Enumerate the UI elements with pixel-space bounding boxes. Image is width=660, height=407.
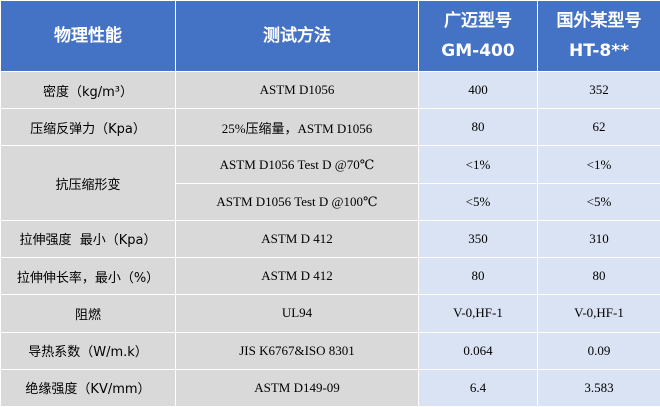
ht-cell: 0.09	[537, 331, 660, 370]
header-cell: 国外某型号 HT-8**	[537, 0, 660, 72]
property-cell: 导热系数（W/m.k）	[0, 331, 176, 370]
table-row: 拉伸伸长率，最小（%） ASTM D 412 80 80	[0, 257, 660, 296]
property-cell: 拉伸强度 最小（Kpa）	[0, 219, 176, 259]
header-cell: 物理性能	[0, 0, 176, 72]
gm-cell: V-0,HF-1	[418, 294, 538, 333]
property-cell: 密度（kg/m³）	[0, 70, 176, 110]
property-cell: 阻燃	[0, 294, 176, 333]
method-cell: ASTM D 412	[175, 219, 419, 259]
ht-cell: V-0,HF-1	[537, 294, 660, 333]
ht-cell: <5%	[537, 182, 660, 221]
gm-cell: 80	[418, 108, 538, 147]
table-row: 密度（kg/m³） ASTM D1056 400 352	[0, 70, 660, 110]
header-line: 国外某型号	[556, 11, 642, 31]
gm-cell: 350	[418, 219, 538, 259]
header-row: 物理性能 测试方法 广迈型号 GM-400 国外某型号 HT-8**	[0, 0, 660, 72]
property-cell: 抗压缩形变	[0, 145, 176, 221]
gm-cell: 80	[418, 257, 538, 296]
method-cell: UL94	[175, 294, 419, 333]
table-row: 阻燃 UL94 V-0,HF-1 V-0,HF-1	[0, 294, 660, 333]
ht-cell: 352	[537, 70, 660, 110]
method-cell: ASTM D1056 Test D @70℃	[175, 145, 419, 184]
ht-cell: 310	[537, 219, 660, 259]
header-line: 广迈型号	[444, 11, 512, 31]
ht-cell: 3.583	[537, 368, 660, 407]
method-cell: ASTM D149-09	[175, 368, 419, 407]
table-row: 拉伸强度 最小（Kpa） ASTM D 412 350 310	[0, 219, 660, 259]
ht-cell: 80	[537, 257, 660, 296]
method-cell: ASTM D1056	[175, 70, 419, 110]
table-body: 密度（kg/m³） ASTM D1056 400 352 压缩反弹力（Kpa） 25%压缩…	[0, 70, 660, 407]
method-cell: 25%压缩量，ASTM D1056	[175, 108, 419, 147]
gm-cell: <1%	[418, 145, 538, 184]
header-line: GM-400	[441, 41, 515, 61]
header-cell: 测试方法	[175, 0, 419, 72]
table-row: 压缩反弹力（Kpa） 25%压缩量，ASTM D1056 80 62	[0, 108, 660, 147]
header-cell: 广迈型号 GM-400	[418, 0, 538, 72]
ht-cell: 62	[537, 108, 660, 147]
method-cell: ASTM D1056 Test D @100℃	[175, 182, 419, 221]
property-cell: 拉伸伸长率，最小（%）	[0, 257, 176, 296]
method-cell: ASTM D 412	[175, 257, 419, 296]
gm-cell: <5%	[418, 182, 538, 221]
property-cell: 压缩反弹力（Kpa）	[0, 108, 176, 147]
method-cell: JIS K6767&ISO 8301	[175, 331, 419, 370]
gm-cell: 6.4	[418, 368, 538, 407]
gm-cell: 0.064	[418, 331, 538, 370]
header-line: HT-8**	[569, 41, 629, 61]
ht-cell: <1%	[537, 145, 660, 184]
gm-cell: 400	[418, 70, 538, 110]
table-row: 导热系数（W/m.k） JIS K6767&ISO 8301 0.064 0.09	[0, 331, 660, 370]
table-row: 绝缘强度（KV/mm） ASTM D149-09 6.4 3.583	[0, 368, 660, 407]
table-row: ASTM D1056 Test D @100℃ <5% <5%	[1, 182, 660, 221]
table-row: 抗压缩形变 ASTM D1056 Test D @70℃ <1% <1%	[0, 145, 660, 221]
property-cell: 绝缘强度（KV/mm）	[0, 368, 176, 407]
